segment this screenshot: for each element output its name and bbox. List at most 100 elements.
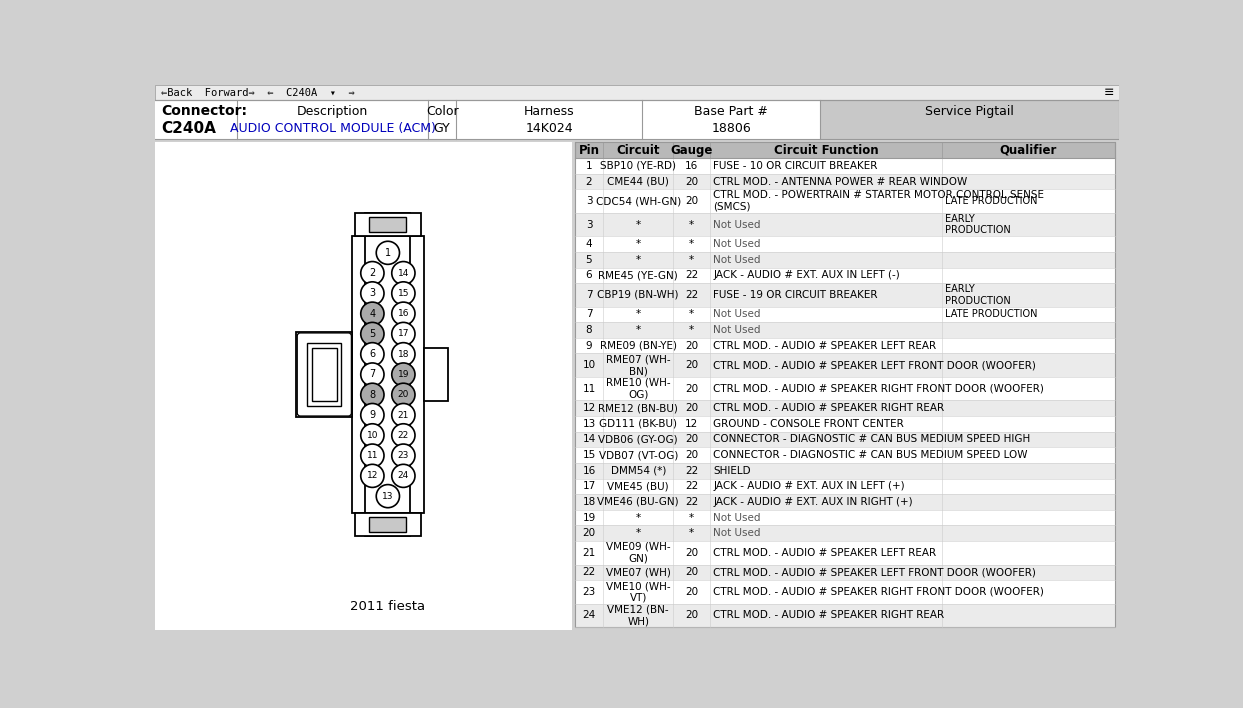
- Circle shape: [392, 302, 415, 325]
- Text: VME09 (WH-
GN): VME09 (WH- GN): [605, 542, 670, 564]
- FancyBboxPatch shape: [574, 189, 1115, 213]
- FancyBboxPatch shape: [574, 580, 1115, 604]
- FancyBboxPatch shape: [820, 101, 1119, 139]
- Text: 21: 21: [583, 548, 595, 558]
- Text: 12: 12: [367, 472, 378, 480]
- Text: 19: 19: [583, 513, 595, 523]
- FancyBboxPatch shape: [155, 142, 572, 630]
- Text: 19: 19: [398, 370, 409, 379]
- FancyBboxPatch shape: [574, 604, 1115, 627]
- Text: JACK - AUDIO # EXT. AUX IN RIGHT (+): JACK - AUDIO # EXT. AUX IN RIGHT (+): [713, 497, 914, 507]
- Text: RME12 (BN-BU): RME12 (BN-BU): [598, 404, 679, 413]
- Text: *: *: [689, 239, 695, 249]
- Text: Not Used: Not Used: [713, 528, 761, 538]
- Text: CDC54 (WH-GN): CDC54 (WH-GN): [595, 196, 681, 206]
- FancyBboxPatch shape: [574, 377, 1115, 401]
- Text: SHIELD: SHIELD: [713, 466, 751, 476]
- Circle shape: [392, 322, 415, 346]
- Circle shape: [360, 302, 384, 325]
- Text: SBP10 (YE-RD): SBP10 (YE-RD): [600, 161, 676, 171]
- Text: Circuit Function: Circuit Function: [774, 144, 879, 156]
- Text: Description: Description: [297, 105, 368, 118]
- Circle shape: [360, 404, 384, 427]
- Circle shape: [360, 322, 384, 346]
- Text: CTRL MOD. - AUDIO # SPEAKER RIGHT FRONT DOOR (WOOFER): CTRL MOD. - AUDIO # SPEAKER RIGHT FRONT …: [713, 384, 1044, 394]
- Text: VME46 (BU-GN): VME46 (BU-GN): [598, 497, 679, 507]
- Text: 3: 3: [585, 196, 593, 206]
- Text: *: *: [689, 219, 695, 229]
- Text: ⇐Back  Forward⇒  ⇐  C240A  ▾  ⇒: ⇐Back Forward⇒ ⇐ C240A ▾ ⇒: [160, 88, 354, 98]
- Text: VDB06 (GY-OG): VDB06 (GY-OG): [598, 435, 677, 445]
- Text: *: *: [635, 255, 640, 265]
- Text: ≡: ≡: [1104, 86, 1114, 99]
- Text: *: *: [689, 309, 695, 319]
- Circle shape: [360, 343, 384, 366]
- Text: 9: 9: [369, 410, 375, 420]
- FancyBboxPatch shape: [574, 525, 1115, 541]
- Circle shape: [377, 241, 399, 264]
- Text: CTRL MOD. - AUDIO # SPEAKER LEFT FRONT DOOR (WOOFER): CTRL MOD. - AUDIO # SPEAKER LEFT FRONT D…: [713, 360, 1037, 370]
- Text: CME44 (BU): CME44 (BU): [608, 176, 669, 186]
- Text: CONNECTOR - DIAGNOSTIC # CAN BUS MEDIUM SPEED LOW: CONNECTOR - DIAGNOSTIC # CAN BUS MEDIUM …: [713, 450, 1028, 460]
- Text: 20: 20: [685, 450, 699, 460]
- Text: *: *: [635, 309, 640, 319]
- Text: *: *: [635, 239, 640, 249]
- Text: Base Part #: Base Part #: [695, 105, 768, 118]
- Text: FUSE - 19 OR CIRCUIT BREAKER: FUSE - 19 OR CIRCUIT BREAKER: [713, 290, 878, 300]
- Text: DMM54 (*): DMM54 (*): [610, 466, 666, 476]
- FancyBboxPatch shape: [574, 416, 1115, 432]
- Text: VME12 (BN-
WH): VME12 (BN- WH): [608, 605, 669, 626]
- Text: Not Used: Not Used: [713, 239, 761, 249]
- Text: 22: 22: [685, 290, 699, 300]
- Text: 6: 6: [585, 270, 593, 280]
- Text: 20: 20: [685, 404, 699, 413]
- Text: Not Used: Not Used: [713, 325, 761, 335]
- Text: RME07 (WH-
BN): RME07 (WH- BN): [605, 355, 670, 376]
- Circle shape: [392, 282, 415, 305]
- Circle shape: [360, 282, 384, 305]
- Text: 18: 18: [398, 350, 409, 359]
- Text: 11: 11: [367, 451, 378, 460]
- FancyBboxPatch shape: [369, 517, 406, 532]
- Text: 15: 15: [583, 450, 595, 460]
- Circle shape: [392, 261, 415, 285]
- Text: 4: 4: [585, 239, 593, 249]
- Text: 2011 fiesta: 2011 fiesta: [351, 600, 425, 613]
- Text: 16: 16: [398, 309, 409, 318]
- Text: Not Used: Not Used: [713, 309, 761, 319]
- Text: 12: 12: [583, 404, 595, 413]
- Text: *: *: [635, 513, 640, 523]
- Text: *: *: [689, 325, 695, 335]
- Text: Qualifier: Qualifier: [999, 144, 1057, 156]
- FancyBboxPatch shape: [312, 348, 337, 401]
- Text: Connector:: Connector:: [160, 104, 247, 118]
- Circle shape: [392, 464, 415, 487]
- FancyBboxPatch shape: [365, 213, 410, 536]
- FancyBboxPatch shape: [424, 348, 449, 401]
- Text: 16: 16: [583, 466, 595, 476]
- Text: 10: 10: [367, 430, 378, 440]
- FancyBboxPatch shape: [574, 158, 1115, 173]
- Text: 9: 9: [585, 341, 593, 350]
- Text: CTRL MOD. - AUDIO # SPEAKER LEFT REAR: CTRL MOD. - AUDIO # SPEAKER LEFT REAR: [713, 548, 936, 558]
- Text: GROUND - CONSOLE FRONT CENTER: GROUND - CONSOLE FRONT CENTER: [713, 419, 904, 429]
- Text: Not Used: Not Used: [713, 219, 761, 229]
- Text: 20: 20: [685, 610, 699, 620]
- Text: 21: 21: [398, 411, 409, 420]
- Text: 12: 12: [685, 419, 699, 429]
- Text: CTRL MOD. - AUDIO # SPEAKER RIGHT REAR: CTRL MOD. - AUDIO # SPEAKER RIGHT REAR: [713, 610, 945, 620]
- Text: 4: 4: [369, 309, 375, 319]
- Circle shape: [392, 363, 415, 386]
- Text: 3: 3: [585, 219, 593, 229]
- Text: JACK - AUDIO # EXT. AUX IN LEFT (-): JACK - AUDIO # EXT. AUX IN LEFT (-): [713, 270, 900, 280]
- Text: Harness: Harness: [523, 105, 574, 118]
- Text: CTRL MOD. - ANTENNA POWER # REAR WINDOW: CTRL MOD. - ANTENNA POWER # REAR WINDOW: [713, 176, 967, 186]
- FancyBboxPatch shape: [574, 463, 1115, 479]
- Text: 22: 22: [398, 430, 409, 440]
- Text: CONNECTOR - DIAGNOSTIC # CAN BUS MEDIUM SPEED HIGH: CONNECTOR - DIAGNOSTIC # CAN BUS MEDIUM …: [713, 435, 1030, 445]
- Text: Not Used: Not Used: [713, 513, 761, 523]
- Text: 22: 22: [685, 481, 699, 491]
- Text: VME07 (WH): VME07 (WH): [605, 567, 671, 577]
- Circle shape: [392, 383, 415, 406]
- Text: 22: 22: [685, 497, 699, 507]
